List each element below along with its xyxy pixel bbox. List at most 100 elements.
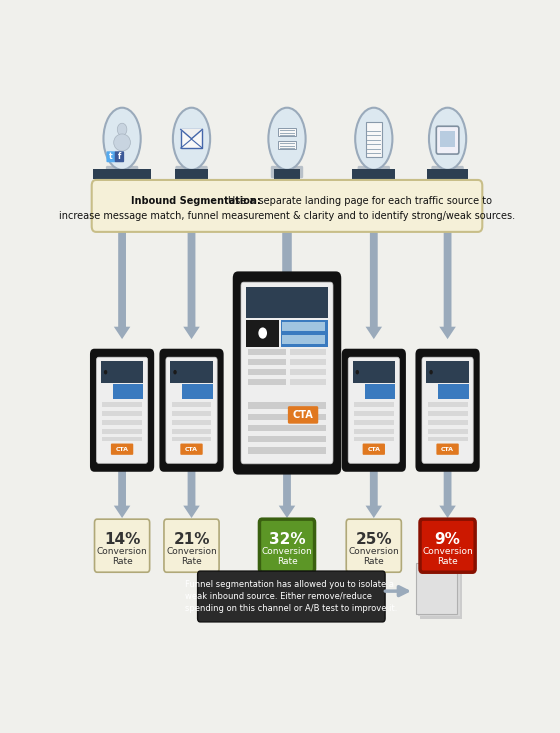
Circle shape: [258, 328, 267, 339]
Bar: [428, 420, 468, 425]
Bar: [282, 335, 325, 344]
Circle shape: [356, 370, 359, 375]
FancyBboxPatch shape: [342, 349, 406, 472]
Bar: [248, 369, 286, 375]
FancyBboxPatch shape: [241, 282, 333, 464]
Bar: [248, 425, 326, 431]
Polygon shape: [440, 463, 456, 518]
Text: t: t: [109, 152, 113, 161]
FancyBboxPatch shape: [164, 519, 219, 572]
Text: increase message match, funnel measurement & clarity and to identify strong/weak: increase message match, funnel measureme…: [59, 211, 515, 221]
Bar: [274, 169, 300, 180]
Bar: [246, 320, 279, 347]
Bar: [291, 349, 326, 355]
Bar: [102, 402, 142, 407]
Text: CTA: CTA: [185, 446, 198, 452]
Bar: [248, 359, 286, 365]
Polygon shape: [181, 130, 202, 139]
FancyBboxPatch shape: [92, 180, 482, 232]
FancyBboxPatch shape: [95, 519, 150, 572]
Bar: [428, 402, 468, 407]
FancyBboxPatch shape: [90, 349, 154, 472]
Bar: [183, 384, 213, 399]
Bar: [352, 169, 395, 180]
Bar: [171, 429, 212, 434]
Bar: [102, 411, 142, 416]
Bar: [353, 361, 395, 383]
Polygon shape: [366, 227, 382, 339]
Bar: [171, 429, 212, 433]
Ellipse shape: [114, 134, 130, 151]
Bar: [170, 361, 213, 383]
FancyBboxPatch shape: [431, 166, 464, 178]
FancyBboxPatch shape: [160, 349, 223, 472]
Bar: [428, 429, 468, 433]
FancyBboxPatch shape: [233, 271, 341, 474]
Bar: [416, 563, 458, 614]
Bar: [421, 567, 461, 619]
Bar: [248, 447, 326, 454]
Text: Inbound Segmentation:: Inbound Segmentation:: [130, 196, 260, 206]
Polygon shape: [366, 463, 382, 518]
FancyBboxPatch shape: [422, 357, 473, 463]
Polygon shape: [183, 227, 200, 339]
Text: Conversion
Rate: Conversion Rate: [348, 547, 399, 566]
Text: 9%: 9%: [435, 531, 460, 547]
FancyBboxPatch shape: [96, 357, 148, 463]
Bar: [428, 429, 468, 434]
Text: 14%: 14%: [104, 531, 140, 547]
Polygon shape: [114, 463, 130, 518]
Bar: [291, 380, 326, 385]
Bar: [248, 349, 286, 355]
Polygon shape: [183, 463, 200, 518]
Ellipse shape: [355, 108, 393, 170]
Bar: [438, 384, 469, 399]
Text: CTA: CTA: [293, 410, 314, 420]
Bar: [102, 437, 142, 441]
Text: Funnel segmentation has allowed you to isolate a
weak inbound source. Either rem: Funnel segmentation has allowed you to i…: [185, 581, 398, 613]
Text: Conversion
Rate: Conversion Rate: [166, 547, 217, 566]
Text: CTA: CTA: [441, 446, 454, 452]
Circle shape: [117, 123, 127, 136]
Ellipse shape: [429, 108, 466, 170]
Bar: [426, 361, 469, 383]
Bar: [291, 369, 326, 375]
FancyBboxPatch shape: [106, 151, 116, 162]
Bar: [354, 437, 394, 441]
Ellipse shape: [173, 108, 210, 170]
Bar: [101, 361, 143, 383]
Bar: [440, 131, 455, 147]
Bar: [181, 130, 202, 148]
Bar: [282, 323, 325, 331]
Bar: [291, 359, 326, 365]
Bar: [248, 436, 326, 443]
Polygon shape: [277, 227, 297, 339]
FancyBboxPatch shape: [166, 357, 217, 463]
FancyBboxPatch shape: [358, 166, 390, 178]
Text: Conversion
Rate: Conversion Rate: [422, 547, 473, 566]
FancyBboxPatch shape: [436, 126, 459, 154]
Bar: [278, 141, 296, 150]
FancyBboxPatch shape: [288, 406, 318, 424]
Ellipse shape: [104, 108, 141, 170]
Bar: [171, 437, 212, 441]
Bar: [102, 429, 142, 434]
FancyBboxPatch shape: [348, 357, 399, 463]
FancyBboxPatch shape: [420, 519, 475, 572]
Bar: [171, 402, 212, 407]
Text: 21%: 21%: [173, 531, 210, 547]
Bar: [428, 411, 468, 416]
Polygon shape: [440, 227, 456, 339]
FancyBboxPatch shape: [346, 519, 402, 572]
Text: 25%: 25%: [356, 531, 392, 547]
Text: f: f: [118, 152, 121, 161]
Bar: [354, 411, 394, 416]
FancyBboxPatch shape: [416, 349, 480, 472]
FancyBboxPatch shape: [259, 519, 315, 572]
Text: Conversion
Rate: Conversion Rate: [97, 547, 147, 566]
Bar: [113, 384, 143, 399]
Text: 32%: 32%: [269, 531, 305, 547]
Bar: [175, 169, 208, 180]
Bar: [171, 411, 212, 416]
FancyBboxPatch shape: [111, 443, 133, 454]
